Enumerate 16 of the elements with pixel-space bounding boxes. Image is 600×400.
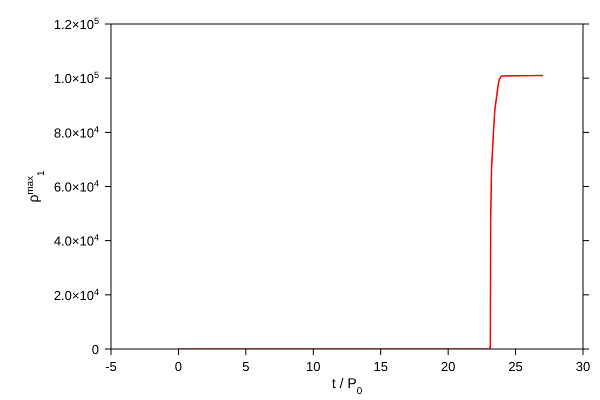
x-tick-label: 10 (306, 359, 321, 374)
x-axis-title: t / P$_{0}$ (332, 375, 363, 396)
y-tick-label: 8.0×10$^{4}$ (54, 124, 99, 140)
y-tick-label: 1.2×10$^{5}$ (54, 16, 99, 32)
x-tick-label: 20 (440, 359, 456, 374)
y-tick-label: 4.0×10$^{4}$ (54, 232, 99, 249)
x-tick-label: 30 (576, 359, 590, 374)
x-tick-label: 5 (242, 359, 250, 374)
x-tick-label: 0 (174, 359, 182, 374)
y-tick-label: 6.0×10$^{4}$ (54, 178, 99, 194)
x-tick-label: 25 (508, 359, 523, 374)
y-tick-label: 2.0×10$^{4}$ (54, 286, 99, 303)
y-tick-label: 0 (92, 342, 99, 357)
y-tick-label: 1.0×10$^{5}$ (54, 70, 99, 86)
x-tick-label: 15 (373, 359, 388, 374)
x-tick-label: -5 (105, 359, 117, 374)
